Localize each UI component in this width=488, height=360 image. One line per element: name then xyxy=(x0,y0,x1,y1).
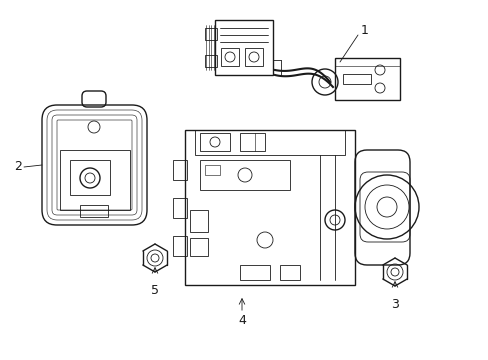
Text: 1: 1 xyxy=(360,23,368,36)
Bar xyxy=(240,133,264,151)
Bar xyxy=(334,58,399,100)
Bar xyxy=(173,236,186,256)
Bar xyxy=(342,74,370,84)
Bar xyxy=(70,160,110,195)
Bar xyxy=(204,28,217,40)
Bar xyxy=(80,205,108,217)
Bar xyxy=(240,265,269,280)
Bar xyxy=(244,48,263,66)
Bar xyxy=(280,265,299,280)
Bar xyxy=(190,210,207,232)
Bar xyxy=(190,238,207,256)
Bar xyxy=(204,55,217,67)
Bar xyxy=(200,133,229,151)
Text: 2: 2 xyxy=(14,161,22,174)
Bar xyxy=(215,20,272,75)
Bar xyxy=(200,160,289,190)
Bar xyxy=(195,130,345,155)
Bar xyxy=(221,48,239,66)
Bar xyxy=(184,130,354,285)
Text: 5: 5 xyxy=(151,284,159,297)
Bar xyxy=(173,160,186,180)
Bar xyxy=(173,198,186,218)
Bar xyxy=(60,150,130,210)
Text: 3: 3 xyxy=(390,298,398,311)
Text: 4: 4 xyxy=(238,314,245,327)
Bar xyxy=(204,165,220,175)
